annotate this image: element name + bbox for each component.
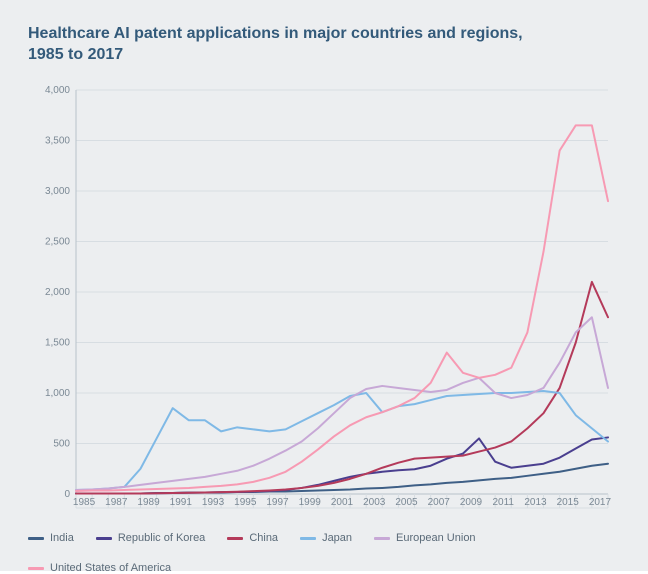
x-tick-label: 2013 [524,497,547,508]
x-tick-label: 1997 [266,497,289,508]
x-tick-label: 1985 [73,497,96,508]
legend-label: Republic of Korea [118,532,205,544]
y-tick-label: 1,500 [45,338,70,349]
legend-swatch [227,537,243,540]
x-tick-label: 1991 [170,497,193,508]
line-chart-svg: 0 500 1,000 1,500 2,000 2,500 3,000 3,500 4,000 1… [28,82,620,522]
y-tick-label: 3,000 [45,186,70,197]
x-tick-label: 2011 [492,497,514,508]
chart-area: 0 500 1,000 1,500 2,000 2,500 3,000 3,500 4,000 1… [28,82,620,522]
x-tick-label: 2009 [460,497,483,508]
x-tick-label: 2001 [331,497,354,508]
legend-swatch [374,537,390,540]
y-tick-label: 2,500 [45,237,70,248]
legend-item: India [28,532,74,544]
y-tick-label: 500 [53,439,70,450]
x-tick-label: 2015 [557,497,580,508]
series-line [76,126,608,492]
legend-label: United States of America [50,562,171,574]
legend-label: China [249,532,278,544]
legend-swatch [96,537,112,540]
x-tick-label: 2005 [395,497,418,508]
legend-item: United States of America [28,562,171,574]
y-tick-label: 0 [64,489,70,500]
x-tick-label: 1995 [234,497,257,508]
y-tick-label: 3,500 [45,136,70,147]
x-tick-label: 1989 [137,497,160,508]
legend-swatch [28,567,44,570]
chart-title-line2: 1985 to 2017 [28,45,620,64]
legend-item: European Union [374,532,476,544]
series-line [76,438,608,494]
legend: India Republic of Korea China Japan European… [28,532,620,574]
x-tick-label: 2007 [428,497,451,508]
legend-label: India [50,532,74,544]
chart-title-line1: Healthcare AI patent applications in maj… [28,24,620,43]
y-tick-label: 1,000 [45,388,70,399]
series-line [76,318,608,491]
legend-item: China [227,532,278,544]
legend-item: Republic of Korea [96,532,205,544]
chart-card: Healthcare AI patent applications in maj… [0,0,648,571]
legend-item: Japan [300,532,352,544]
x-tick-label: 1993 [202,497,225,508]
x-tick-label: 1999 [299,497,322,508]
y-tick-label: 4,000 [45,85,70,96]
x-tick-label: 1987 [105,497,128,508]
series-line [76,282,608,494]
legend-label: European Union [396,532,476,544]
x-tick-label: 2017 [589,497,612,508]
y-tick-label: 2,000 [45,287,70,298]
legend-swatch [28,537,44,540]
x-tick-label: 2003 [363,497,386,508]
legend-swatch [300,537,316,540]
legend-label: Japan [322,532,352,544]
